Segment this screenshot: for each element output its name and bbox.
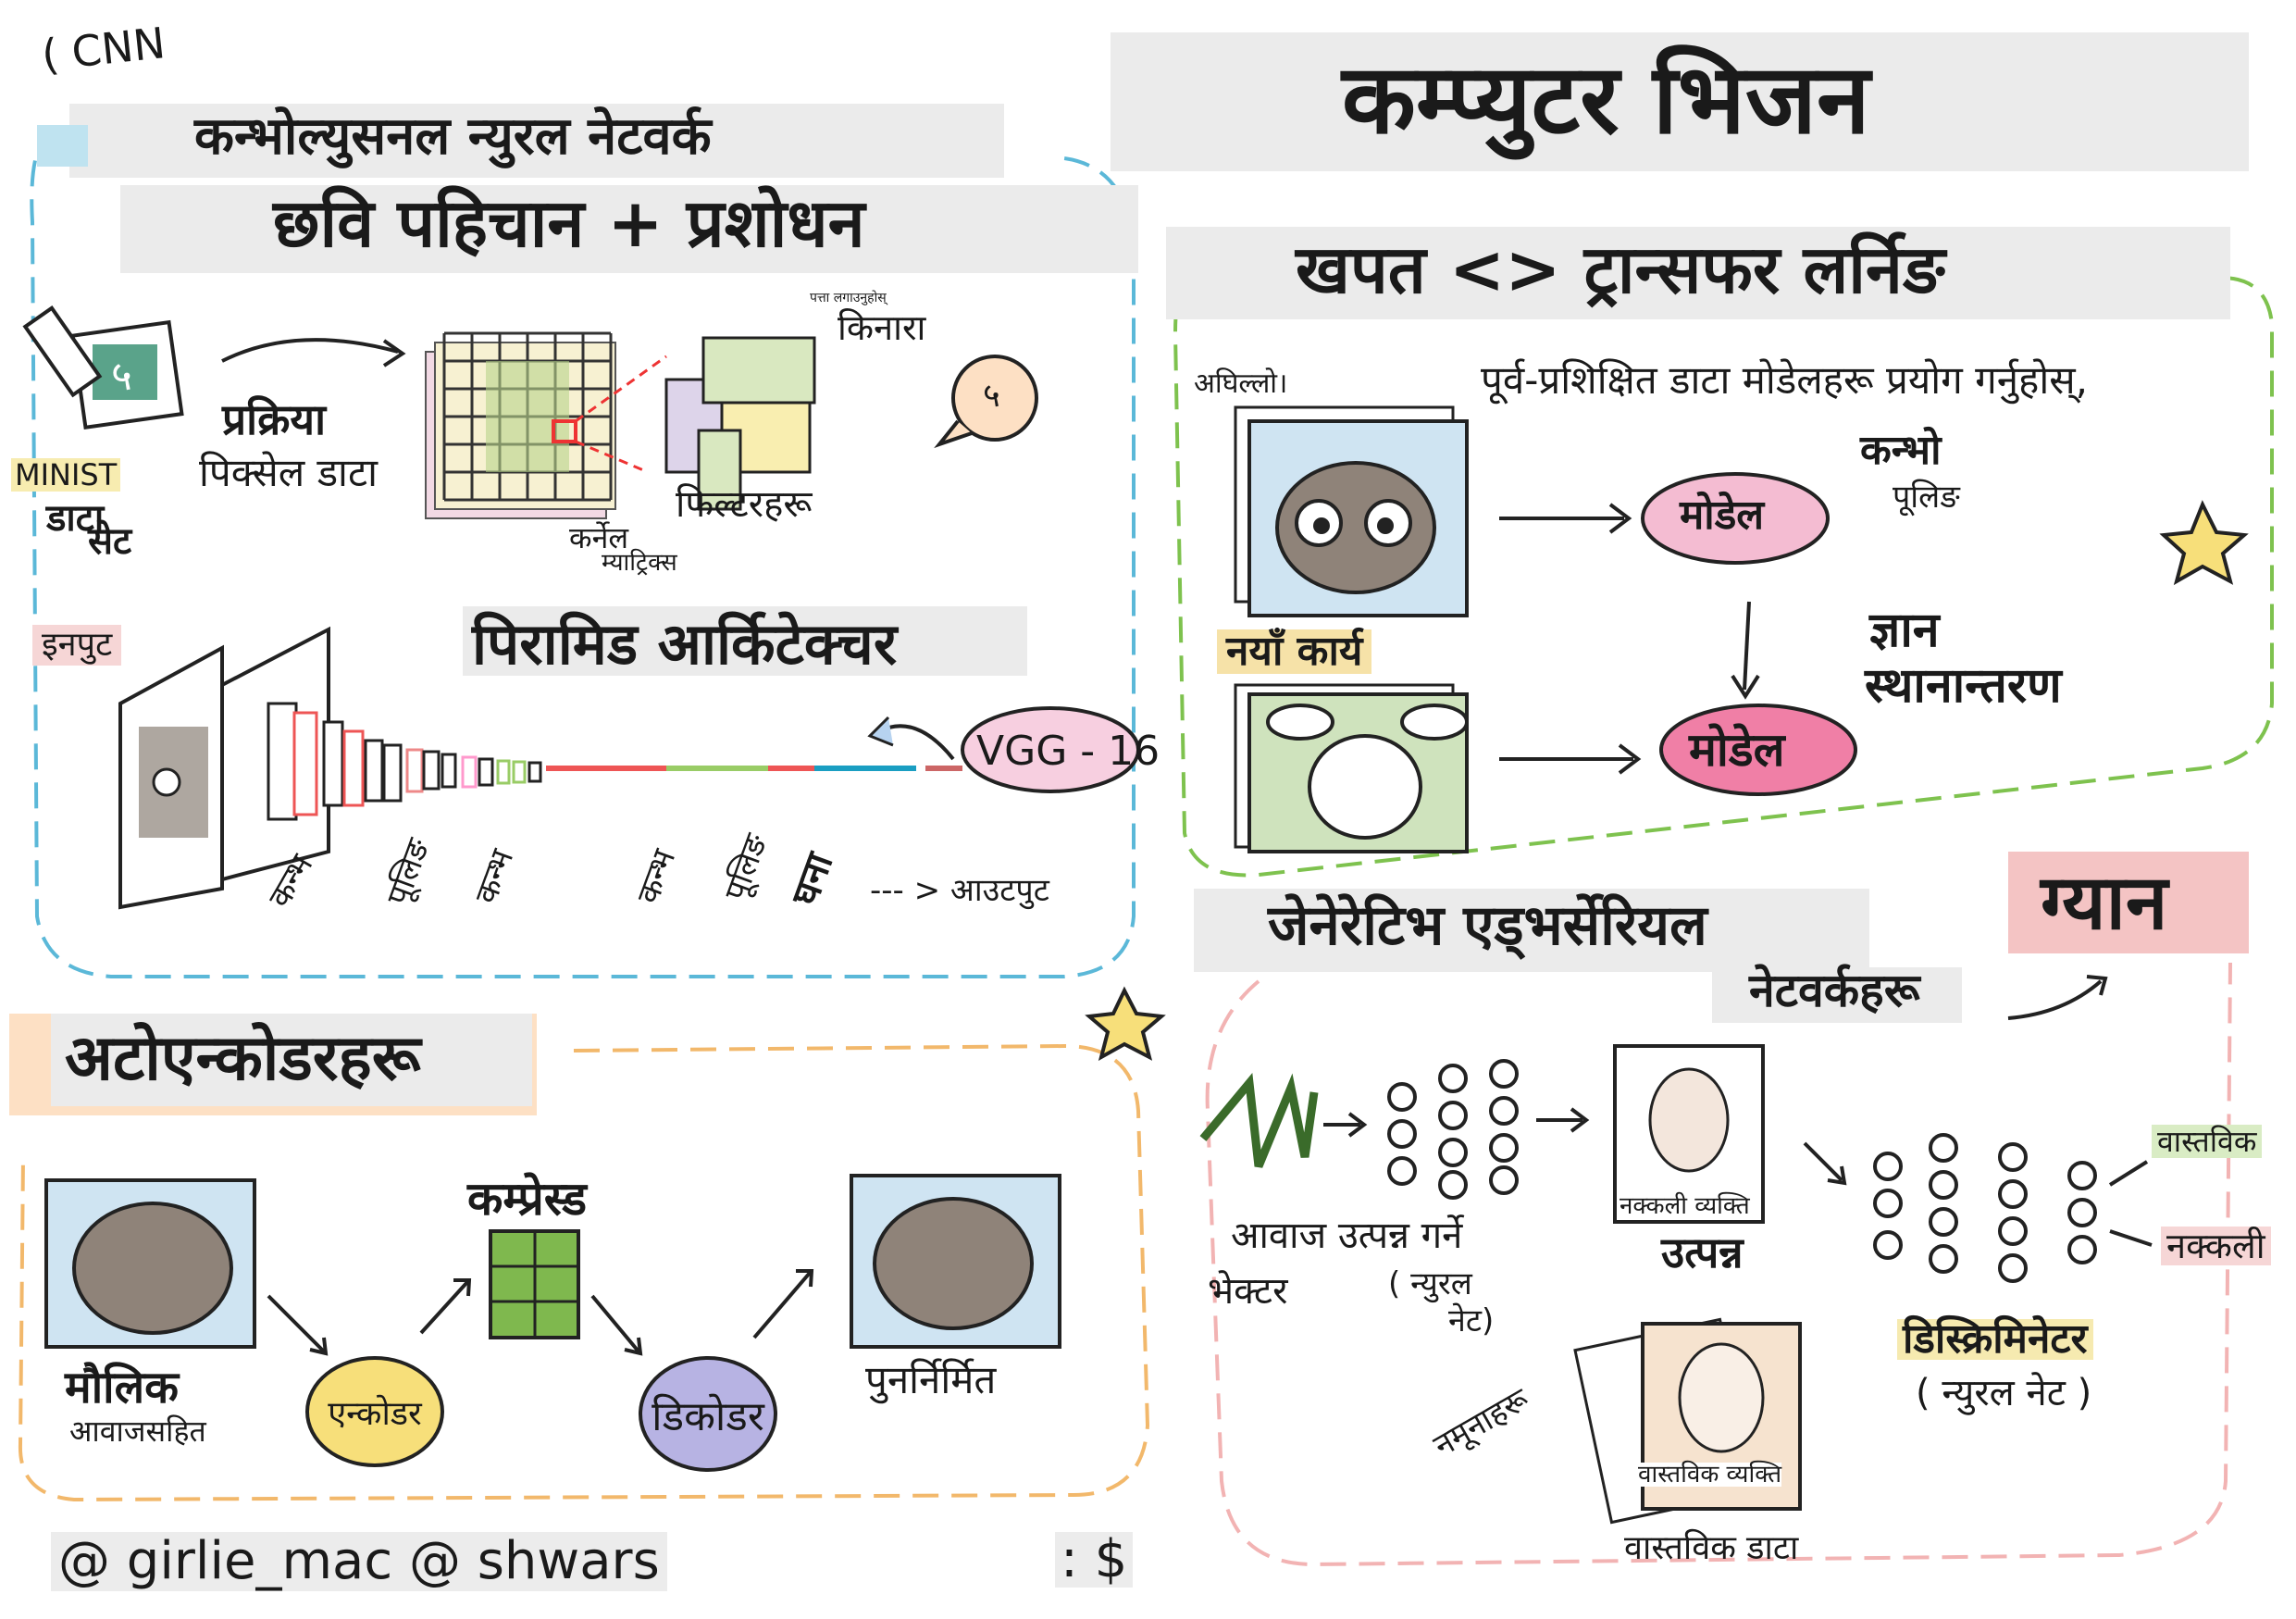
encoder-label: एन्कोडर bbox=[328, 1394, 422, 1433]
conv-label-2: पूलिङ bbox=[1893, 479, 1960, 516]
main-title: कम्प्युटर भिजन bbox=[1342, 43, 1870, 156]
edge-label: किनारा bbox=[838, 307, 926, 348]
knowledge-badge: ग्यान bbox=[2041, 859, 2168, 947]
vgg-label: VGG - 16 bbox=[976, 728, 1160, 775]
cnn-subtitle: छवि पहिचान + प्रशोधन bbox=[273, 184, 865, 262]
credits-misc: : $ bbox=[1055, 1532, 1134, 1588]
pyramid-title: पिरामिड आर्किटेक्चर bbox=[472, 610, 898, 678]
output-label: --- > आउटपुट bbox=[870, 872, 1049, 909]
knowledge-transfer-1: ज्ञान bbox=[1869, 603, 1940, 658]
fake-person-label: नक्कली व्यक्ति bbox=[1620, 1192, 1750, 1220]
noise-vector-2: भेक्टर bbox=[1208, 1270, 1288, 1313]
discriminator-sub: ( न्युरल नेट ) bbox=[1916, 1372, 2092, 1414]
minist-label: MINIST bbox=[11, 458, 121, 492]
dataset-label-2: सेट bbox=[88, 520, 132, 563]
discriminator-label: डिस्क्रिमिनेटर bbox=[1897, 1319, 2093, 1360]
edge-small-label: पत्ता लगाउनुहोस् bbox=[810, 291, 887, 305]
speech-digit: ५ bbox=[983, 377, 1000, 415]
transfer-title: खपत <> ट्रान्सफर लर्निङ bbox=[1296, 230, 1945, 308]
real-data-label: वास्तविक डाटा bbox=[1624, 1529, 1799, 1567]
knowledge-transfer-2: स्थानान्तरण bbox=[1865, 658, 2062, 714]
kernel-label-1: कर्नेल bbox=[569, 520, 629, 555]
credits-handles: @ girlie_mac @ shwars bbox=[51, 1532, 667, 1591]
real-person-label: वास्तविक व्यक्ति bbox=[1638, 1461, 1782, 1488]
decoder-node: डिकोडर bbox=[639, 1356, 777, 1472]
new-task-label: नयाँ कार्य bbox=[1217, 629, 1372, 674]
gan-title-1: जेनेरेटिभ एड्भर्सेरियल bbox=[1268, 893, 1707, 958]
pretrained-label: पूर्व-प्रशिक्षित डाटा मोडेलहरू प्रयोग गर… bbox=[1481, 357, 2088, 403]
process-label-2: पिक्सेल डाटा bbox=[199, 450, 378, 495]
model-new: मोडेल bbox=[1689, 723, 1785, 777]
original-label-1: मौलिक bbox=[65, 1362, 179, 1414]
neural-net-2: नेट) bbox=[1448, 1302, 1495, 1339]
process-label-1: प्रक्रिया bbox=[222, 394, 327, 444]
autoencoder-title: अटोएन्कोडरहरू bbox=[65, 1022, 421, 1095]
digit-five: ५ bbox=[111, 353, 132, 400]
generate-label: उत्पन्न bbox=[1661, 1227, 1744, 1277]
fake-output: नक्कली bbox=[2161, 1227, 2271, 1265]
noise-vector-1: आवाज उत्पन्न गर्ने bbox=[1231, 1214, 1463, 1257]
compressed-label: कम्प्रेस्ड bbox=[467, 1172, 587, 1226]
decoder-label: डिकोडर bbox=[652, 1392, 764, 1440]
reconstructed-label: पुनर्निर्मित bbox=[865, 1357, 997, 1402]
model-old: मोडेल bbox=[1680, 492, 1765, 539]
neural-net-1: ( न्युरल bbox=[1388, 1265, 1472, 1302]
conv-label-1: कन्भो bbox=[1860, 427, 1942, 474]
encoder-node: एन्कोडर bbox=[305, 1356, 444, 1467]
real-output: वास्तविक bbox=[2152, 1125, 2263, 1158]
previous-label: अघिल्लो। bbox=[1194, 367, 1288, 400]
kernel-label-2: म्याट्रिक्स bbox=[602, 549, 677, 577]
cnn-title: कन्भोल्युसनल न्युरल नेटवर्क bbox=[194, 106, 712, 167]
filters-label: फिल्टरहरू bbox=[676, 483, 813, 526]
dataset-label-1: डाटा bbox=[46, 497, 105, 540]
input-label: इनपुट bbox=[32, 625, 122, 666]
cnn-abbr: ( CNN bbox=[39, 18, 168, 81]
gan-title-2: नेटवर्कहरू bbox=[1749, 964, 1920, 1017]
original-label-2: आवाजसहित bbox=[69, 1414, 206, 1449]
